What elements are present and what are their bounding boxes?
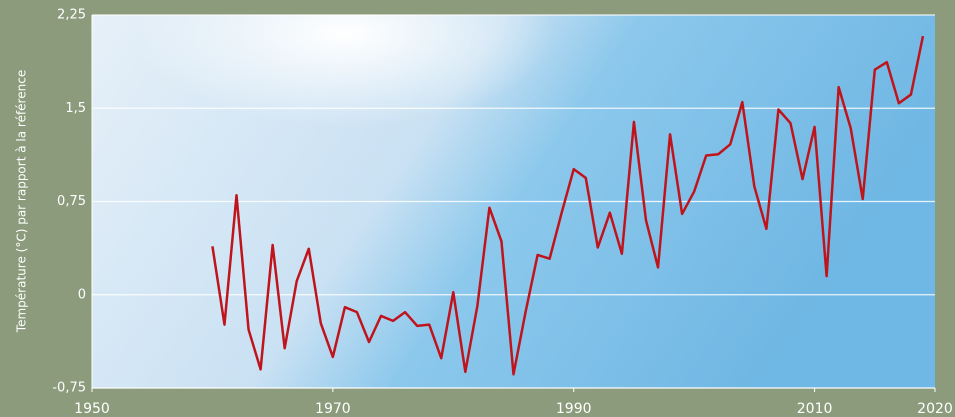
y-tick-label: 1,5 — [65, 101, 86, 116]
x-tick-label: 1950 — [74, 401, 110, 417]
y-tick-label: 0,75 — [57, 194, 86, 209]
y-tick-label: 0 — [78, 287, 86, 302]
y-axis-label: Température (°C) par rapport à la référe… — [15, 70, 29, 333]
y-tick-label: 2,25 — [57, 8, 86, 23]
x-tick-label: 1970 — [315, 401, 351, 417]
x-tick-label: 1990 — [556, 401, 592, 417]
x-tick-label: 2020 — [917, 401, 953, 417]
y-tick-label: -0,75 — [52, 381, 86, 396]
x-tick-label: 2010 — [797, 401, 833, 417]
data-line — [211, 35, 925, 376]
